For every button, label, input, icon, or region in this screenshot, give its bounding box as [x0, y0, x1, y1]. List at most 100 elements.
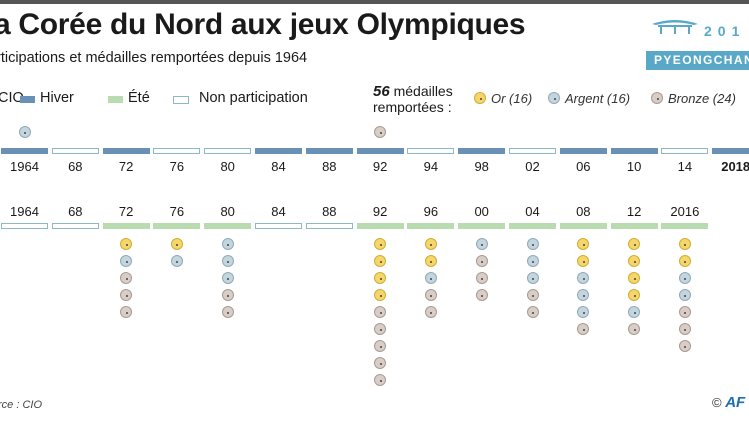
bronze-medal-icon: [475, 255, 488, 267]
summer-year-12: 12: [626, 204, 642, 219]
bronze-medal-icon: [374, 340, 387, 352]
silver-medal-icon: [526, 255, 539, 267]
gold-medal-icon: [424, 255, 437, 267]
winter-bar-10: [610, 148, 658, 154]
winter-bar-80: [204, 148, 252, 154]
winter-year-10: 10: [626, 159, 642, 174]
summer-bar-80: [204, 223, 252, 229]
bronze-medal-icon: [678, 340, 691, 352]
summer-bar-84: [255, 223, 302, 229]
logo-year: 201: [704, 23, 746, 39]
logo-text: PYEONGCHAN: [654, 53, 749, 67]
summer-year-96: 96: [423, 204, 439, 219]
gold-medal-icon: [374, 289, 387, 301]
summer-bar-04: [509, 223, 556, 229]
bronze-medal-icon: [526, 289, 539, 301]
winter-year-2018: 2018: [721, 159, 749, 174]
summer-bar-96: [407, 223, 455, 229]
silver-medal-icon: [424, 272, 437, 284]
summer-bar-00: [458, 223, 506, 229]
winter-year-14: 14: [677, 159, 693, 174]
gold-medal-icon: [628, 289, 641, 301]
winter-bar-2018: [712, 148, 749, 154]
source-note: rce : CIO: [0, 399, 43, 411]
silver-medal-icon: [577, 289, 590, 301]
bronze-medal-icon: [526, 306, 539, 318]
silver-medal-icon: [678, 289, 691, 301]
bronze-medal-icon: [475, 289, 488, 301]
legend-none: Non participation: [199, 90, 308, 106]
summer-bar-08: [559, 223, 607, 229]
legend-gold: Or (16): [491, 91, 533, 106]
bronze-medal-icon: [374, 306, 387, 318]
summer-year-68: 68: [68, 204, 83, 219]
silver-medal-icon: [18, 126, 31, 138]
legend-cio: CIO: [0, 90, 24, 106]
silver-medal-icon: [120, 255, 133, 267]
summer-year-2016: 2016: [670, 204, 700, 219]
gold-medal-icon: [628, 238, 641, 250]
legend-winter: Hiver: [40, 90, 74, 106]
winter-year-02: 02: [525, 159, 540, 174]
bronze-medal-icon: [628, 323, 641, 335]
legend-gold-medal-icon: [474, 92, 486, 104]
summer-year-88: 88: [322, 204, 337, 219]
bronze-medal-icon: [678, 306, 691, 318]
silver-medal-icon: [526, 272, 539, 284]
silver-medal-icon: [628, 306, 641, 318]
winter-bar-92: [356, 148, 404, 154]
legend-silver-medal-icon: [548, 92, 560, 104]
winter-year-68: 68: [68, 159, 83, 174]
gold-medal-icon: [628, 272, 641, 284]
winter-year-94: 94: [423, 159, 439, 174]
credit-symbol: ©: [712, 395, 722, 410]
summer-bar-2016: [661, 223, 709, 229]
legend-bronze: Bronze (24): [668, 91, 736, 106]
bronze-medal-icon: [374, 323, 387, 335]
winter-year-06: 06: [576, 159, 591, 174]
silver-medal-icon: [221, 238, 234, 250]
legend-summer: Été: [128, 90, 150, 106]
bronze-medal-icon: [424, 306, 437, 318]
summer-year-08: 08: [576, 204, 591, 219]
gold-medal-icon: [628, 255, 641, 267]
winter-bar-14: [661, 148, 709, 154]
gold-medal-icon: [170, 238, 183, 250]
silver-medal-icon: [577, 272, 590, 284]
gold-medal-icon: [678, 238, 691, 250]
bronze-medal-icon: [374, 374, 387, 386]
winter-bar-88: [305, 148, 353, 154]
winter-bar-76: [153, 148, 201, 154]
silver-medal-icon: [678, 272, 691, 284]
bronze-medal-icon: [424, 289, 437, 301]
legend-medals-label: médailles: [393, 83, 453, 99]
silver-medal-icon: [170, 255, 183, 267]
gold-medal-icon: [374, 238, 387, 250]
summer-year-76: 76: [169, 204, 185, 219]
bronze-medal-icon: [374, 357, 387, 369]
legend-winter-swatch: [20, 96, 35, 103]
winter-bar-84: [255, 148, 302, 154]
logo-band: PYEONGCHAN: [646, 51, 749, 70]
winter-bar-72: [102, 148, 150, 154]
legend-medals-count: 56: [373, 83, 390, 100]
page-title: a Corée du Nord aux jeux Olympiques: [0, 8, 526, 41]
winter-year-92: 92: [372, 159, 388, 174]
gold-medal-icon: [424, 238, 437, 250]
pyeongchang-logo: 201 PYEONGCHAN: [646, 18, 749, 72]
bronze-medal-icon: [120, 272, 133, 284]
legend-medals-line2: remportées :: [373, 99, 452, 115]
gold-medal-icon: [120, 238, 133, 250]
bronze-medal-icon: [577, 323, 590, 335]
winter-bar-02: [509, 148, 556, 154]
silver-medal-icon: [221, 272, 234, 284]
credit-text: AF: [725, 394, 746, 411]
legend-summer-swatch: [108, 96, 123, 103]
credit: © AF: [712, 394, 745, 411]
bronze-medal-icon: [475, 272, 488, 284]
gold-medal-icon: [577, 238, 590, 250]
pavilion-icon: [652, 20, 698, 34]
legend-medals-line1: 56 médailles: [373, 83, 453, 100]
bronze-medal-icon: [120, 306, 133, 318]
gold-medal-icon: [577, 255, 590, 267]
